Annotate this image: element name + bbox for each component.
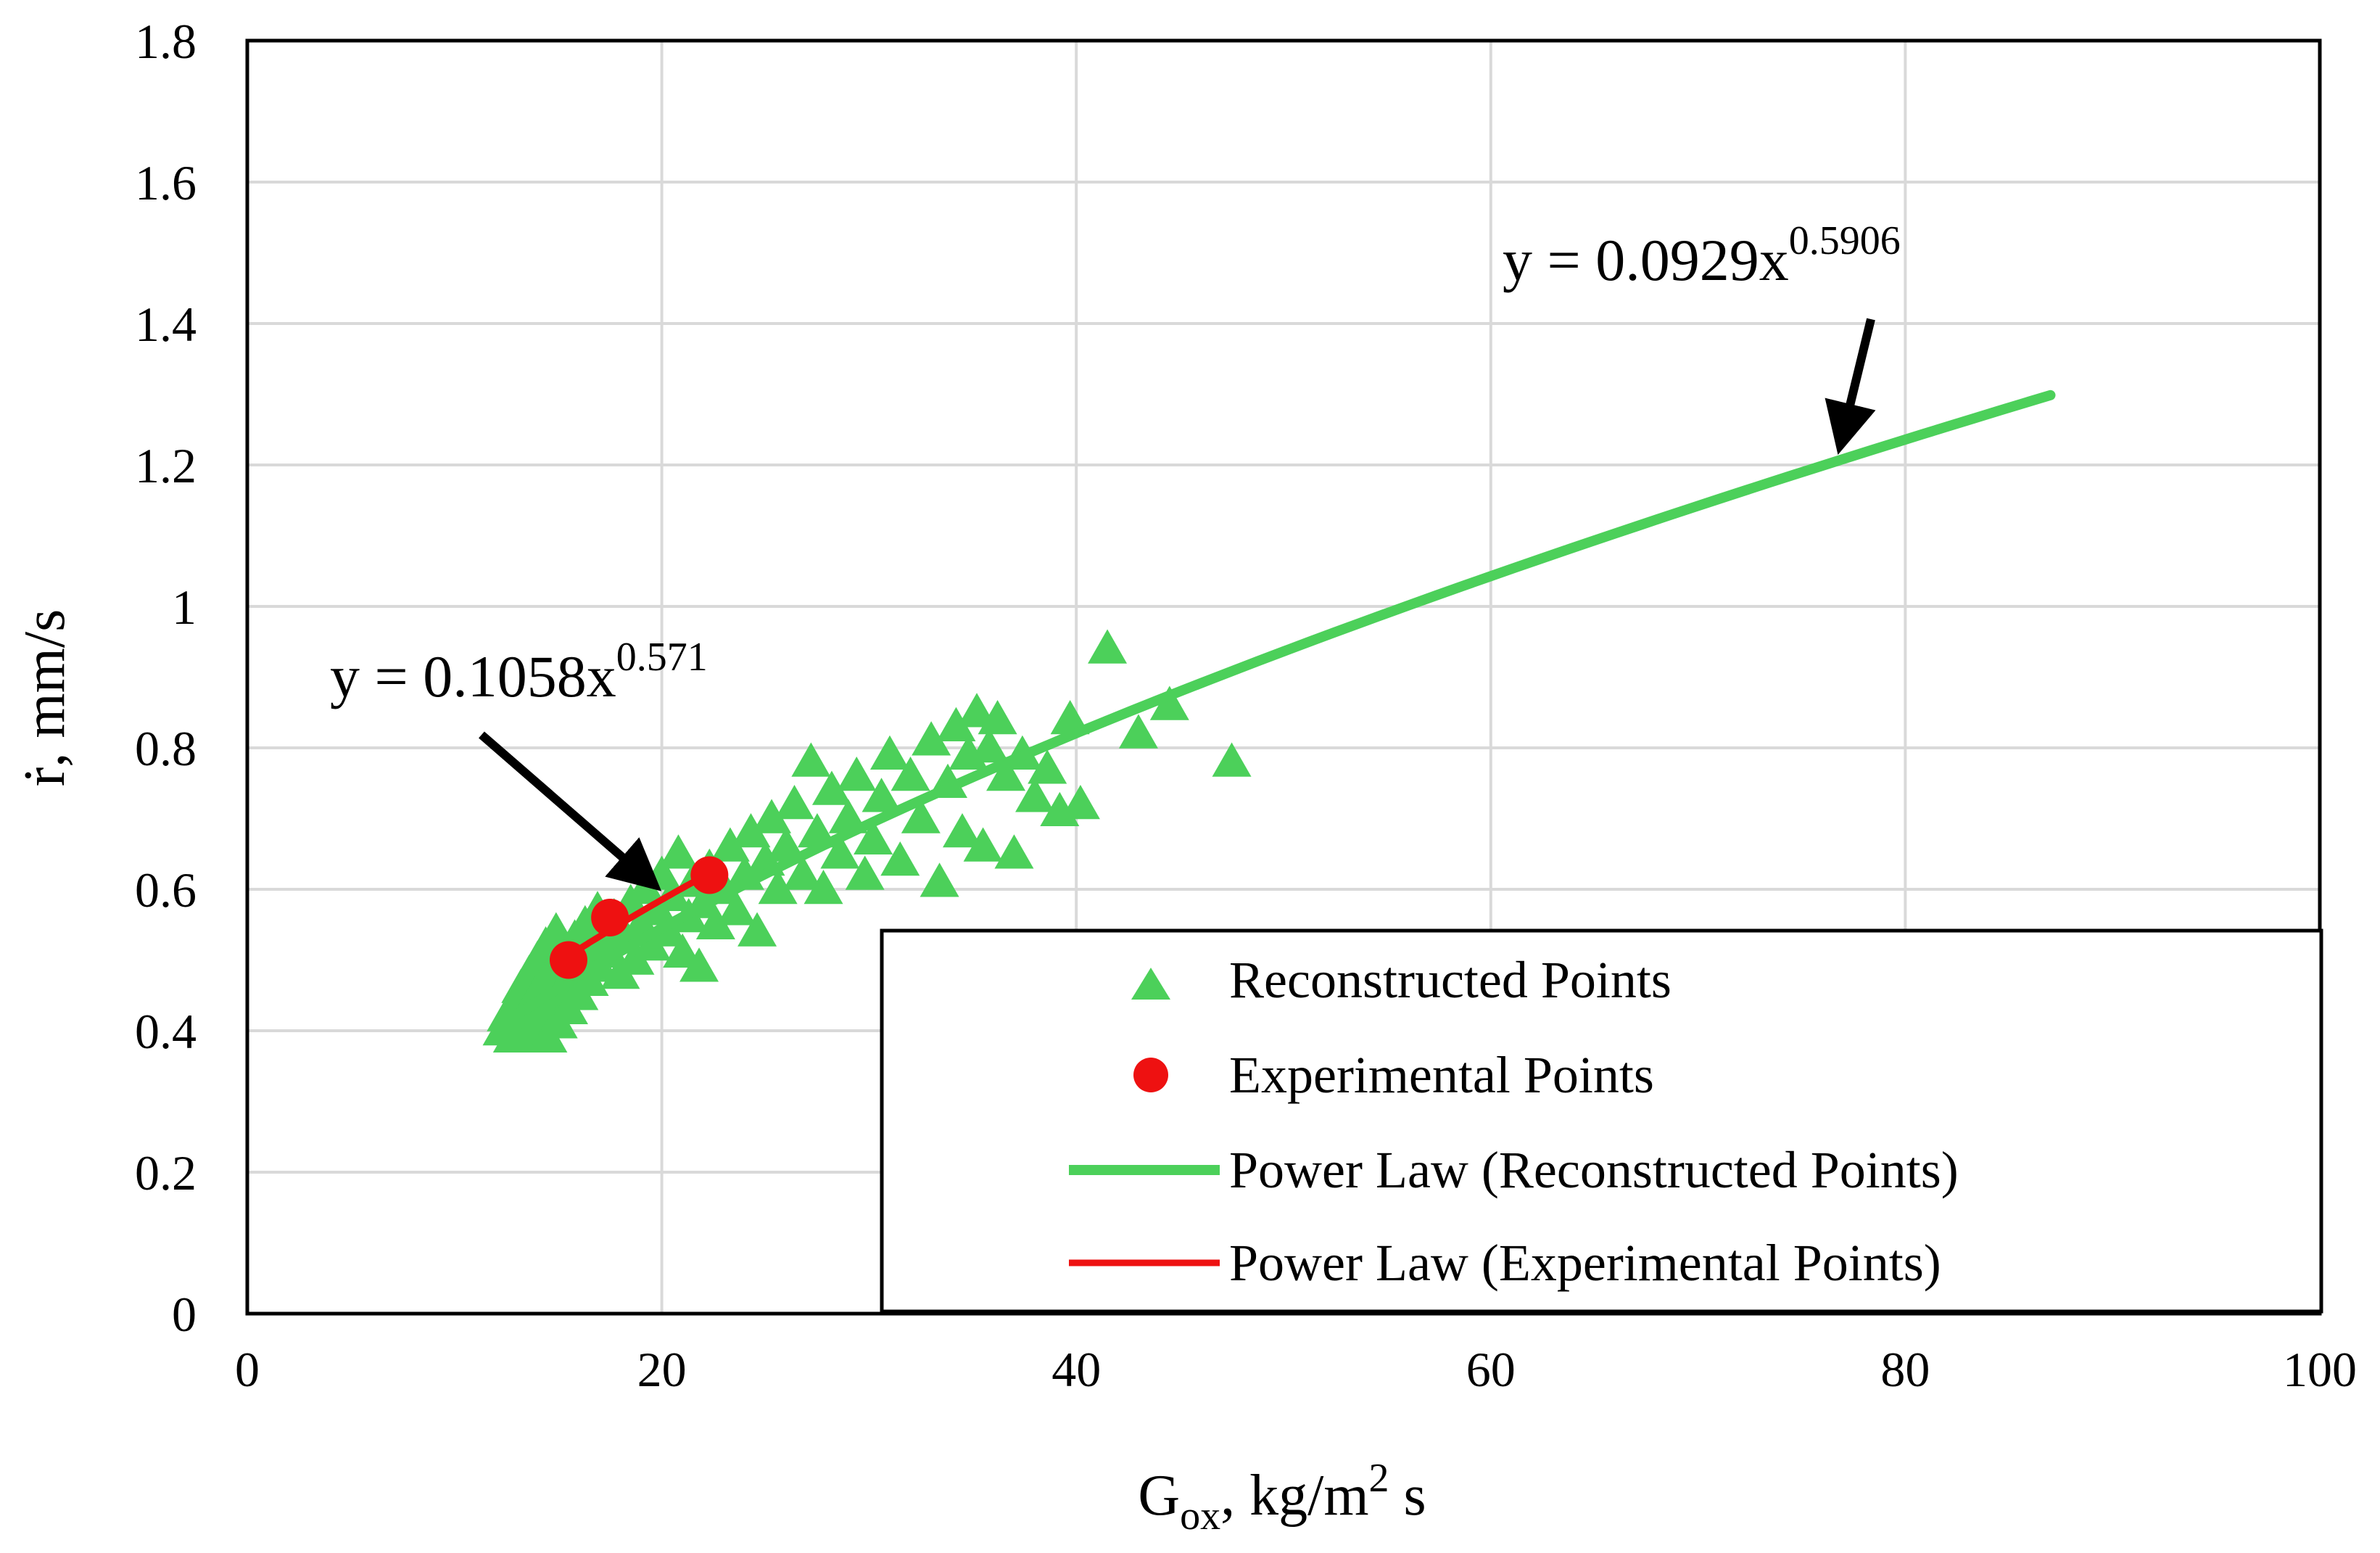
legend-box — [880, 928, 2323, 1314]
y-tick-label: 1.2 — [135, 438, 197, 493]
reconstructed-point — [880, 841, 920, 876]
y-tick-label: 0 — [172, 1287, 197, 1342]
y-tick-label: 1.4 — [135, 297, 197, 352]
reconstructed-point — [861, 778, 901, 812]
legend-entry-power-law-experimental: Power Law (Experimental Points) — [1069, 1234, 1941, 1292]
reconstructed-point — [1060, 785, 1100, 820]
reconstructed-point — [658, 834, 698, 869]
reconstructed-point — [978, 700, 1017, 735]
reconstructed-point — [758, 870, 798, 905]
y-tick-label: 1.6 — [135, 155, 197, 210]
reconstructed-point — [752, 799, 792, 833]
legend-entry-reconstructed-points: Reconstructed Points — [1131, 951, 1672, 1009]
equation-experimental: y = 0.1058x0.571 — [330, 635, 708, 709]
reconstructed-point — [837, 757, 877, 791]
reconstructed-point — [994, 834, 1034, 869]
reconstructed-point — [679, 947, 719, 982]
x-tick-label: 40 — [1051, 1342, 1101, 1397]
reconstructed-point — [986, 757, 1026, 791]
x-tick-label: 60 — [1466, 1342, 1516, 1397]
reconstructed-point — [1149, 685, 1189, 720]
equation-reconstructed-exponent: 0.5906 — [1789, 218, 1901, 263]
plot-frame — [245, 38, 2322, 1316]
reconstructed-point — [767, 827, 806, 862]
reconstructed-point — [1028, 749, 1067, 784]
power-law-reconstructed-line — [511, 390, 2056, 1020]
arrow-reconstructed — [1825, 318, 1876, 455]
experimental-point — [690, 856, 729, 894]
equation-experimental-base: y = 0.1058x — [330, 643, 616, 709]
reconstructed-point — [1118, 714, 1158, 749]
equation-experimental-exponent: 0.571 — [616, 635, 708, 680]
reconstructed-point — [845, 855, 885, 890]
reconstructed-point — [936, 707, 976, 741]
equation-reconstructed-base: y = 0.0929x — [1503, 227, 1789, 293]
x-axis-title-sup: 2 — [1369, 1456, 1389, 1501]
x-tick-label: 80 — [1880, 1342, 1930, 1397]
y-tick-label: 1 — [172, 580, 197, 635]
y-axis-title: ṙ, mm/s — [13, 609, 77, 786]
legend-entry-power-law-reconstructed: Power Law (Reconstructed Points) — [1069, 1141, 1959, 1199]
reconstructed-point — [663, 933, 703, 968]
reconstructed-point — [957, 693, 997, 728]
reconstructed-point — [912, 721, 951, 756]
reconstructed-point — [695, 905, 735, 939]
reconstructed-point — [774, 785, 814, 820]
axes: 0 20 40 60 80 100 0 0.2 0.4 0.6 0.8 1 1.2 1.4 1.6 1.8 — [135, 14, 2357, 1397]
reconstructed-point — [811, 770, 851, 805]
legend-triangle-marker — [1131, 968, 1170, 1000]
reconstructed-point — [716, 891, 756, 926]
reconstructed-point — [963, 827, 1003, 862]
experimental-point — [591, 899, 629, 936]
y-tick-label: 1.8 — [135, 14, 197, 69]
legend-label-experimental-points: Experimental Points — [1229, 1046, 1654, 1104]
x-tick-label: 100 — [2283, 1342, 2357, 1397]
x-axis-title-tail: s — [1389, 1464, 1426, 1528]
x-tick-label: 0 — [235, 1342, 260, 1397]
reconstructed-point — [791, 742, 831, 777]
experimental-points — [549, 856, 729, 979]
y-tick-label: 0.6 — [135, 862, 197, 918]
x-tick-label: 20 — [637, 1342, 687, 1397]
x-axis-title-main: G — [1138, 1464, 1180, 1528]
reconstructed-point — [854, 820, 893, 854]
x-axis-title: Gox, kg/m2 s — [1138, 1456, 1426, 1538]
reconstructed-point — [1212, 742, 1252, 777]
reconstructed-point — [737, 912, 777, 947]
legend: Reconstructed Points Experimental Points… — [880, 928, 2323, 1314]
reconstructed-point — [970, 728, 1009, 763]
arrow-experimental — [479, 731, 662, 891]
reconstructed-point — [820, 834, 860, 869]
equation-reconstructed: y = 0.0929x0.5906 — [1503, 218, 1901, 293]
reconstructed-point — [731, 813, 771, 848]
reconstructed-point — [943, 813, 983, 848]
x-axis-title-sub: ox — [1180, 1494, 1220, 1538]
reconstructed-point — [803, 870, 843, 905]
y-tick-label: 0.2 — [135, 1145, 197, 1200]
y-tick-label: 0.8 — [135, 721, 197, 776]
reconstructed-point — [1050, 700, 1090, 735]
experimental-point — [549, 941, 587, 979]
legend-entry-experimental-points: Experimental Points — [1133, 1046, 1654, 1104]
legend-label-power-law-reconstructed: Power Law (Reconstructed Points) — [1229, 1141, 1959, 1199]
fit-lines — [511, 390, 2056, 1020]
x-axis-title-rest: , kg/m — [1220, 1464, 1368, 1528]
legend-label-reconstructed-points: Reconstructed Points — [1229, 951, 1672, 1009]
reconstructed-point — [782, 855, 822, 890]
reconstructed-point — [1088, 629, 1128, 664]
reconstructed-point — [869, 735, 909, 770]
legend-circle-marker — [1133, 1058, 1168, 1092]
reconstructed-point — [1015, 778, 1055, 812]
reconstructed-point — [920, 862, 959, 897]
legend-label-power-law-experimental: Power Law (Experimental Points) — [1229, 1234, 1941, 1292]
y-tick-label: 0.4 — [135, 1004, 197, 1059]
reconstructed-point — [901, 799, 941, 833]
reconstructed-point — [710, 827, 750, 862]
reconstructed-point — [891, 757, 930, 791]
power-law-experimental-line — [565, 870, 713, 960]
